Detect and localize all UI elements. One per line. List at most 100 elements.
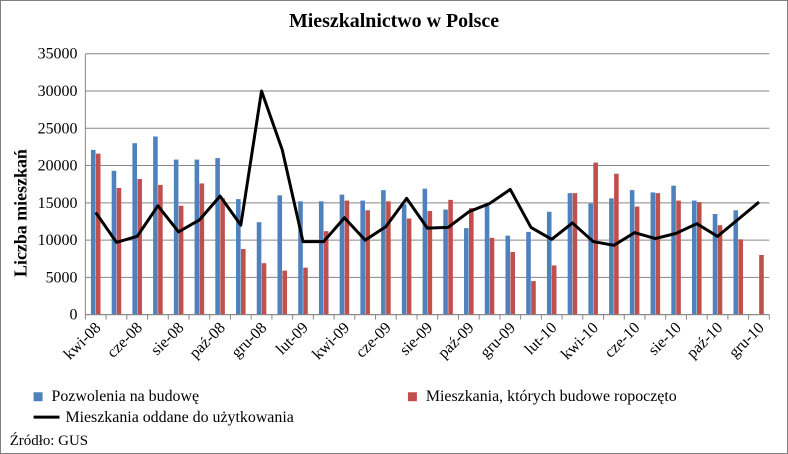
x-tick-label: sie-09: [397, 319, 437, 359]
bar-permits: [464, 228, 469, 315]
y-tick-label: 0: [69, 307, 77, 324]
bar-started: [655, 193, 661, 315]
bar-permits: [588, 203, 593, 315]
bar-started: [365, 210, 370, 315]
x-tick-label: paź-09: [435, 319, 478, 362]
bar-started: [241, 249, 246, 315]
bar-permits: [111, 170, 117, 315]
bar-started: [406, 218, 412, 315]
x-tick-label: kwi-09: [309, 319, 353, 363]
bar-started: [469, 208, 474, 315]
bar-started: [220, 198, 225, 315]
x-tick-label: gru-09: [477, 319, 519, 361]
bar-permits: [215, 158, 220, 315]
y-tick-label: 15000: [38, 195, 78, 212]
bar-permits: [671, 185, 676, 315]
bar-permits: [505, 235, 511, 315]
bar-permits: [567, 193, 573, 315]
bar-started: [696, 202, 702, 315]
legend-label-completed: Mieszkania oddane do użytkowania: [65, 409, 293, 426]
y-tick-label: 20000: [38, 158, 78, 175]
bar-permits: [692, 200, 697, 315]
bar-started: [303, 267, 308, 315]
bar-started: [116, 187, 122, 315]
bar-permits: [381, 190, 386, 315]
bar-started: [759, 254, 764, 315]
legend-label-started: Mieszkania, których budowe ropoczęto: [426, 388, 677, 405]
bar-permits: [194, 159, 200, 315]
bar-permits: [360, 200, 365, 315]
bar-permits: [318, 201, 324, 315]
bar-started: [95, 153, 101, 315]
bar-permits: [132, 143, 137, 315]
bar-permits: [629, 190, 635, 315]
bar-started: [261, 263, 267, 315]
legend-swatch-permits: [33, 392, 43, 402]
x-tick-label: sie-08: [148, 319, 188, 359]
bar-started: [386, 201, 391, 315]
bar-permits: [173, 159, 179, 315]
y-axis-label: Liczba mieszkań: [11, 149, 31, 277]
bar-started: [717, 225, 723, 315]
bar-started: [738, 239, 744, 315]
bar-permits: [546, 211, 552, 315]
bar-permits: [277, 195, 283, 315]
bar-permits: [153, 136, 158, 315]
y-tick-label: 25000: [38, 120, 78, 137]
legend-label-permits: Pozwolenia na budowę: [52, 388, 200, 405]
bar-started: [489, 237, 495, 315]
x-tick-label: cze-09: [353, 319, 395, 361]
bar-started: [178, 205, 184, 315]
x-tick-label: sie-10: [645, 319, 685, 359]
bar-started: [158, 184, 163, 315]
bar-started: [137, 178, 142, 315]
bar-started: [323, 231, 329, 315]
y-tick-label: 30000: [38, 83, 78, 100]
bar-started: [448, 199, 453, 315]
x-tick-label: gru-08: [228, 319, 270, 361]
bar-permits: [298, 201, 303, 315]
bar-permits: [339, 194, 345, 315]
bar-permits: [443, 209, 448, 315]
y-tick-label: 5000: [46, 269, 78, 286]
bar-permits: [650, 192, 656, 315]
y-axis: 0 5000 10000 15000 20000 25000 30000 35000: [38, 46, 86, 324]
bar-started: [282, 270, 288, 315]
x-tick-label: lut-10: [522, 319, 561, 358]
bar-permits: [733, 210, 739, 315]
line-series: [94, 89, 760, 247]
legend: Pozwolenia na budowę Mieszkania, których…: [33, 388, 677, 426]
bar-permits: [526, 231, 531, 315]
bar-started: [572, 193, 578, 315]
bar-permits: [609, 198, 614, 315]
bar-permits: [236, 199, 241, 315]
bar-started: [199, 183, 205, 315]
x-tick-label: gru-10: [726, 319, 768, 361]
x-tick-label: cze-08: [104, 319, 146, 361]
bar-started: [531, 281, 536, 315]
bar-started: [427, 211, 433, 315]
bar-permits: [422, 188, 428, 315]
x-tick-label: kwi-10: [558, 319, 602, 363]
y-tick-label: 10000: [38, 232, 78, 249]
x-tick-label: cze-10: [601, 319, 643, 361]
bar-permits: [484, 205, 490, 315]
x-tick-label: kwi-08: [61, 319, 105, 363]
x-tick-label: lut-09: [273, 319, 312, 358]
x-tick-label: paź-10: [684, 319, 727, 362]
x-tick-label: paź-08: [186, 319, 229, 362]
chart-title: Mieszkalnictwo w Polsce: [289, 10, 499, 32]
y-tick-label: 35000: [38, 46, 78, 63]
source-note: Źródło: GUS: [10, 432, 88, 449]
bar-started: [510, 252, 516, 315]
bar-permits: [90, 149, 96, 315]
bar-started: [593, 162, 598, 315]
bar-started: [344, 200, 350, 315]
bar-permits: [256, 222, 262, 315]
bar-started: [551, 265, 557, 315]
bar-permits: [712, 214, 718, 315]
legend-swatch-started: [407, 392, 417, 402]
gridlines: [85, 53, 770, 316]
